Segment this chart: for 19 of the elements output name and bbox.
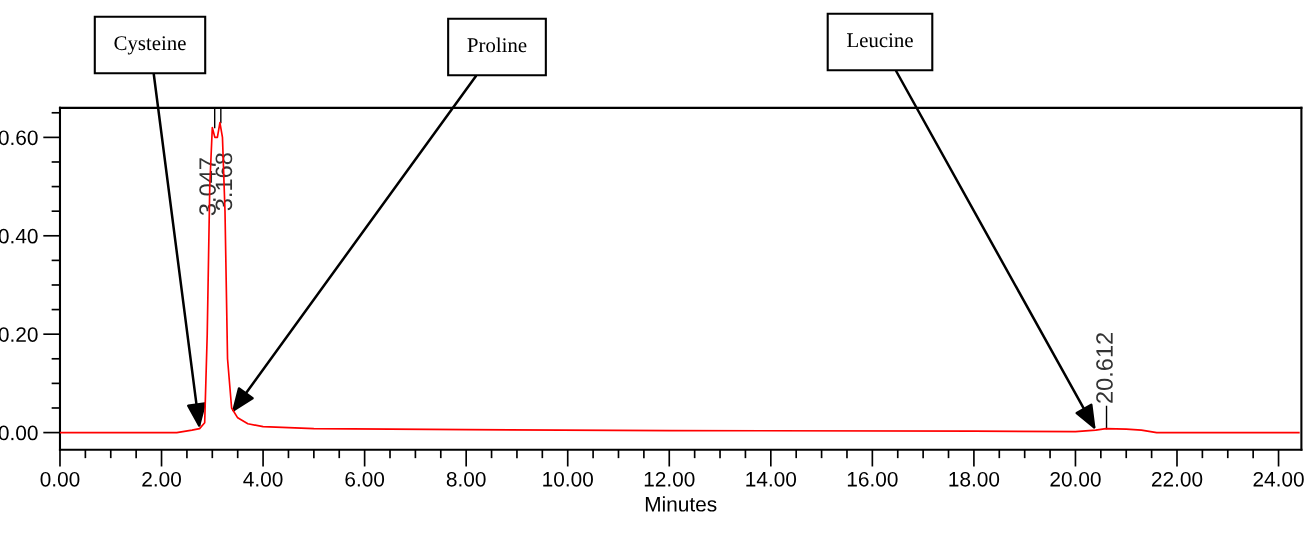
annotation: Leucine <box>847 33 913 48</box>
x-tick-label: 8.00 <box>446 471 486 487</box>
x-tick-label: 18.00 <box>949 471 1000 487</box>
x-axis-title: Minutes <box>645 496 717 512</box>
x-tick-label: 16.00 <box>847 471 898 487</box>
line-series <box>59 121 1300 434</box>
x-tick-label: 10.00 <box>543 471 593 487</box>
annotation: Proline <box>467 37 527 53</box>
x-tick-label: 4.00 <box>243 471 283 487</box>
x-tick-label: 0.00 <box>40 471 80 487</box>
x-tick-label: 2.00 <box>142 471 181 487</box>
x-tick-label: 6.00 <box>345 471 385 487</box>
x-tick-label: 24.00 <box>1253 471 1304 487</box>
x-tick-label: 12.00 <box>644 471 695 487</box>
x-tick-label: 22.00 <box>1151 471 1203 487</box>
annotation: Cysteine <box>114 36 186 55</box>
x-tick-label: 20.00 <box>1050 471 1101 487</box>
x-tick-label: 14.00 <box>746 471 797 487</box>
annotation: 20.612 <box>1096 333 1113 403</box>
